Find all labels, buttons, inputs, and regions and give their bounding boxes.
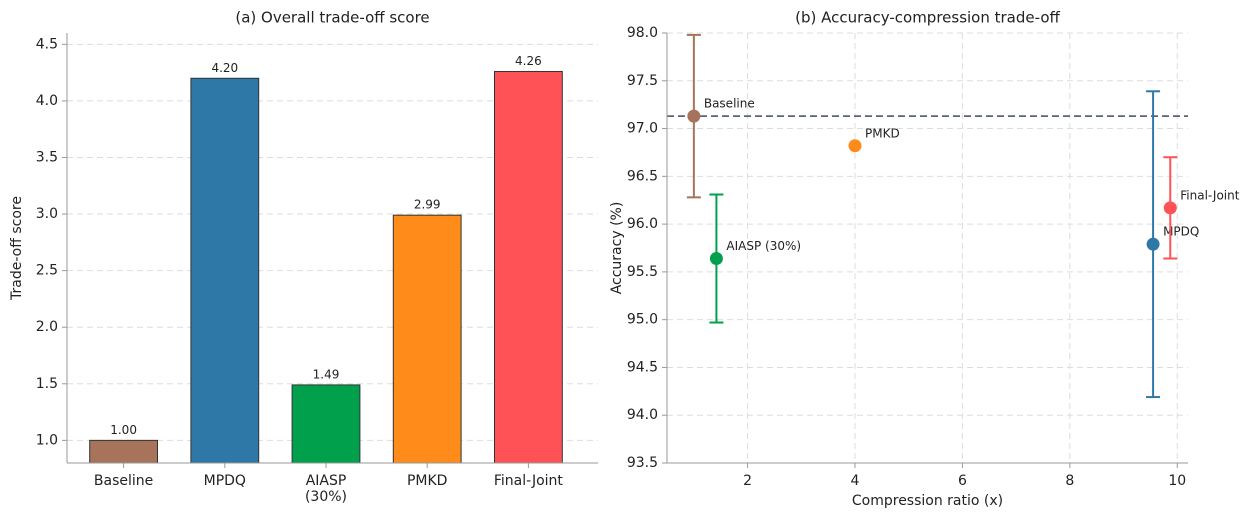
bar	[493, 70, 563, 464]
bar	[190, 77, 260, 464]
y-tick-label: 98.0	[627, 25, 658, 41]
y-tick-label: 4.5	[36, 36, 58, 52]
y-tick-label: 97.0	[627, 121, 658, 137]
bar	[89, 439, 159, 464]
point-label: Baseline	[704, 97, 755, 111]
value-label: 2.99	[414, 198, 441, 212]
point	[1163, 201, 1177, 215]
x-tick-label: Baseline	[94, 473, 153, 489]
bar	[291, 384, 361, 464]
x-axis-label: Compression ratio (x)	[852, 493, 1003, 509]
value-label: 4.20	[211, 61, 238, 75]
y-tick-label: 94.0	[627, 407, 658, 423]
point-label: Final-Joint	[1180, 188, 1239, 202]
value-label: 1.49	[313, 367, 340, 381]
y-tick-label: 4.0	[36, 93, 58, 109]
point-label: AIASP (30%)	[726, 239, 801, 253]
chart-title: (a) Overall trade-off score	[235, 9, 429, 27]
y-tick-label: 96.0	[627, 216, 658, 232]
y-axis-label: Accuracy (%)	[609, 202, 625, 295]
point	[709, 252, 723, 266]
y-axis-label: Trade-off score	[9, 196, 25, 301]
x-tick-label: 8	[1065, 473, 1074, 489]
point-label: MPDQ	[1163, 225, 1199, 239]
y-tick-label: 95.5	[627, 264, 658, 280]
bar	[392, 214, 462, 464]
y-tick-label: 2.0	[36, 319, 58, 335]
chart-title: (b) Accuracy-compression trade-off	[795, 9, 1060, 27]
value-label: 1.00	[110, 423, 137, 437]
y-tick-label: 97.5	[627, 73, 658, 89]
x-tick-label: AIASP (30%)	[305, 473, 347, 505]
y-tick-label: 96.5	[627, 168, 658, 184]
y-tick-label: 3.5	[36, 149, 58, 165]
point-label: PMKD	[865, 126, 900, 140]
y-tick-label: 1.0	[36, 432, 58, 448]
x-tick-label: 2	[743, 473, 752, 489]
x-tick-label: 6	[958, 473, 967, 489]
x-tick-label: PMKD	[407, 473, 447, 489]
point	[1146, 237, 1160, 251]
point	[687, 109, 701, 123]
y-tick-label: 1.5	[36, 376, 58, 392]
x-tick-label: MPDQ	[204, 473, 246, 489]
x-tick-label: 4	[851, 473, 860, 489]
y-tick-label: 3.0	[36, 206, 58, 222]
x-tick-label: Final-Joint	[494, 473, 564, 489]
y-tick-label: 2.5	[36, 263, 58, 279]
x-tick-label: 10	[1168, 473, 1186, 489]
y-tick-label: 93.5	[627, 455, 658, 471]
y-tick-label: 94.5	[627, 359, 658, 375]
point	[848, 139, 862, 153]
value-label: 4.26	[515, 54, 542, 68]
y-tick-label: 95.0	[627, 312, 658, 328]
